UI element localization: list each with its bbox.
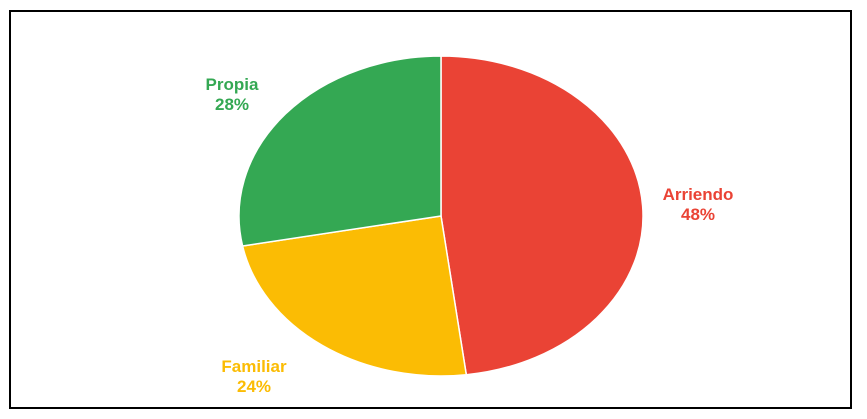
slice-label-familiar: Familiar xyxy=(221,357,287,376)
pie-slice-propia xyxy=(238,55,442,247)
pie-slices xyxy=(238,55,644,377)
slice-label-arriendo: Arriendo xyxy=(663,185,734,204)
pie-slice-arriendo xyxy=(440,55,644,376)
slice-value-familiar: 24% xyxy=(237,377,271,396)
slice-label-propia: Propia xyxy=(206,75,259,94)
slice-value-propia: 28% xyxy=(215,95,249,114)
slice-value-arriendo: 48% xyxy=(681,205,715,224)
pie-slice-familiar xyxy=(241,215,468,377)
